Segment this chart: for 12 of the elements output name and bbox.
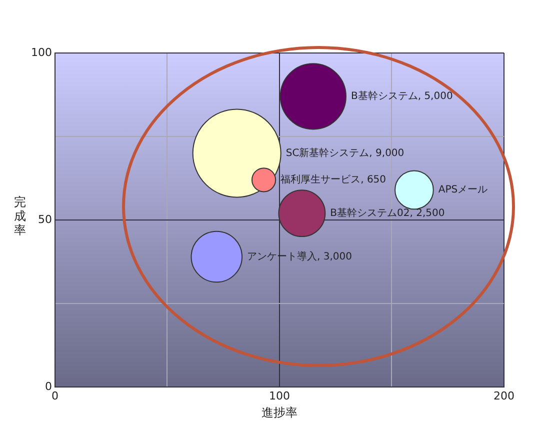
series-label: B基幹システム, 5,000 (350, 90, 453, 102)
series-label: SC新基幹システム, 9,000 (286, 146, 404, 159)
y-tick-label: 0 (44, 380, 52, 393)
series-label: B基幹システム02, 2,500 (330, 206, 445, 219)
y-axis-title: 完成率 (14, 195, 26, 237)
y-tick-label: 100 (30, 46, 52, 59)
x-axis-title: 進捗率 (262, 406, 298, 420)
x-tick-label: 100 (269, 389, 290, 402)
y-tick-label: 50 (38, 212, 52, 226)
x-tick-label: 200 (494, 389, 514, 402)
series-label: 福利厚生サービス, 650 (280, 174, 386, 186)
series-label: APSメール (438, 184, 488, 196)
